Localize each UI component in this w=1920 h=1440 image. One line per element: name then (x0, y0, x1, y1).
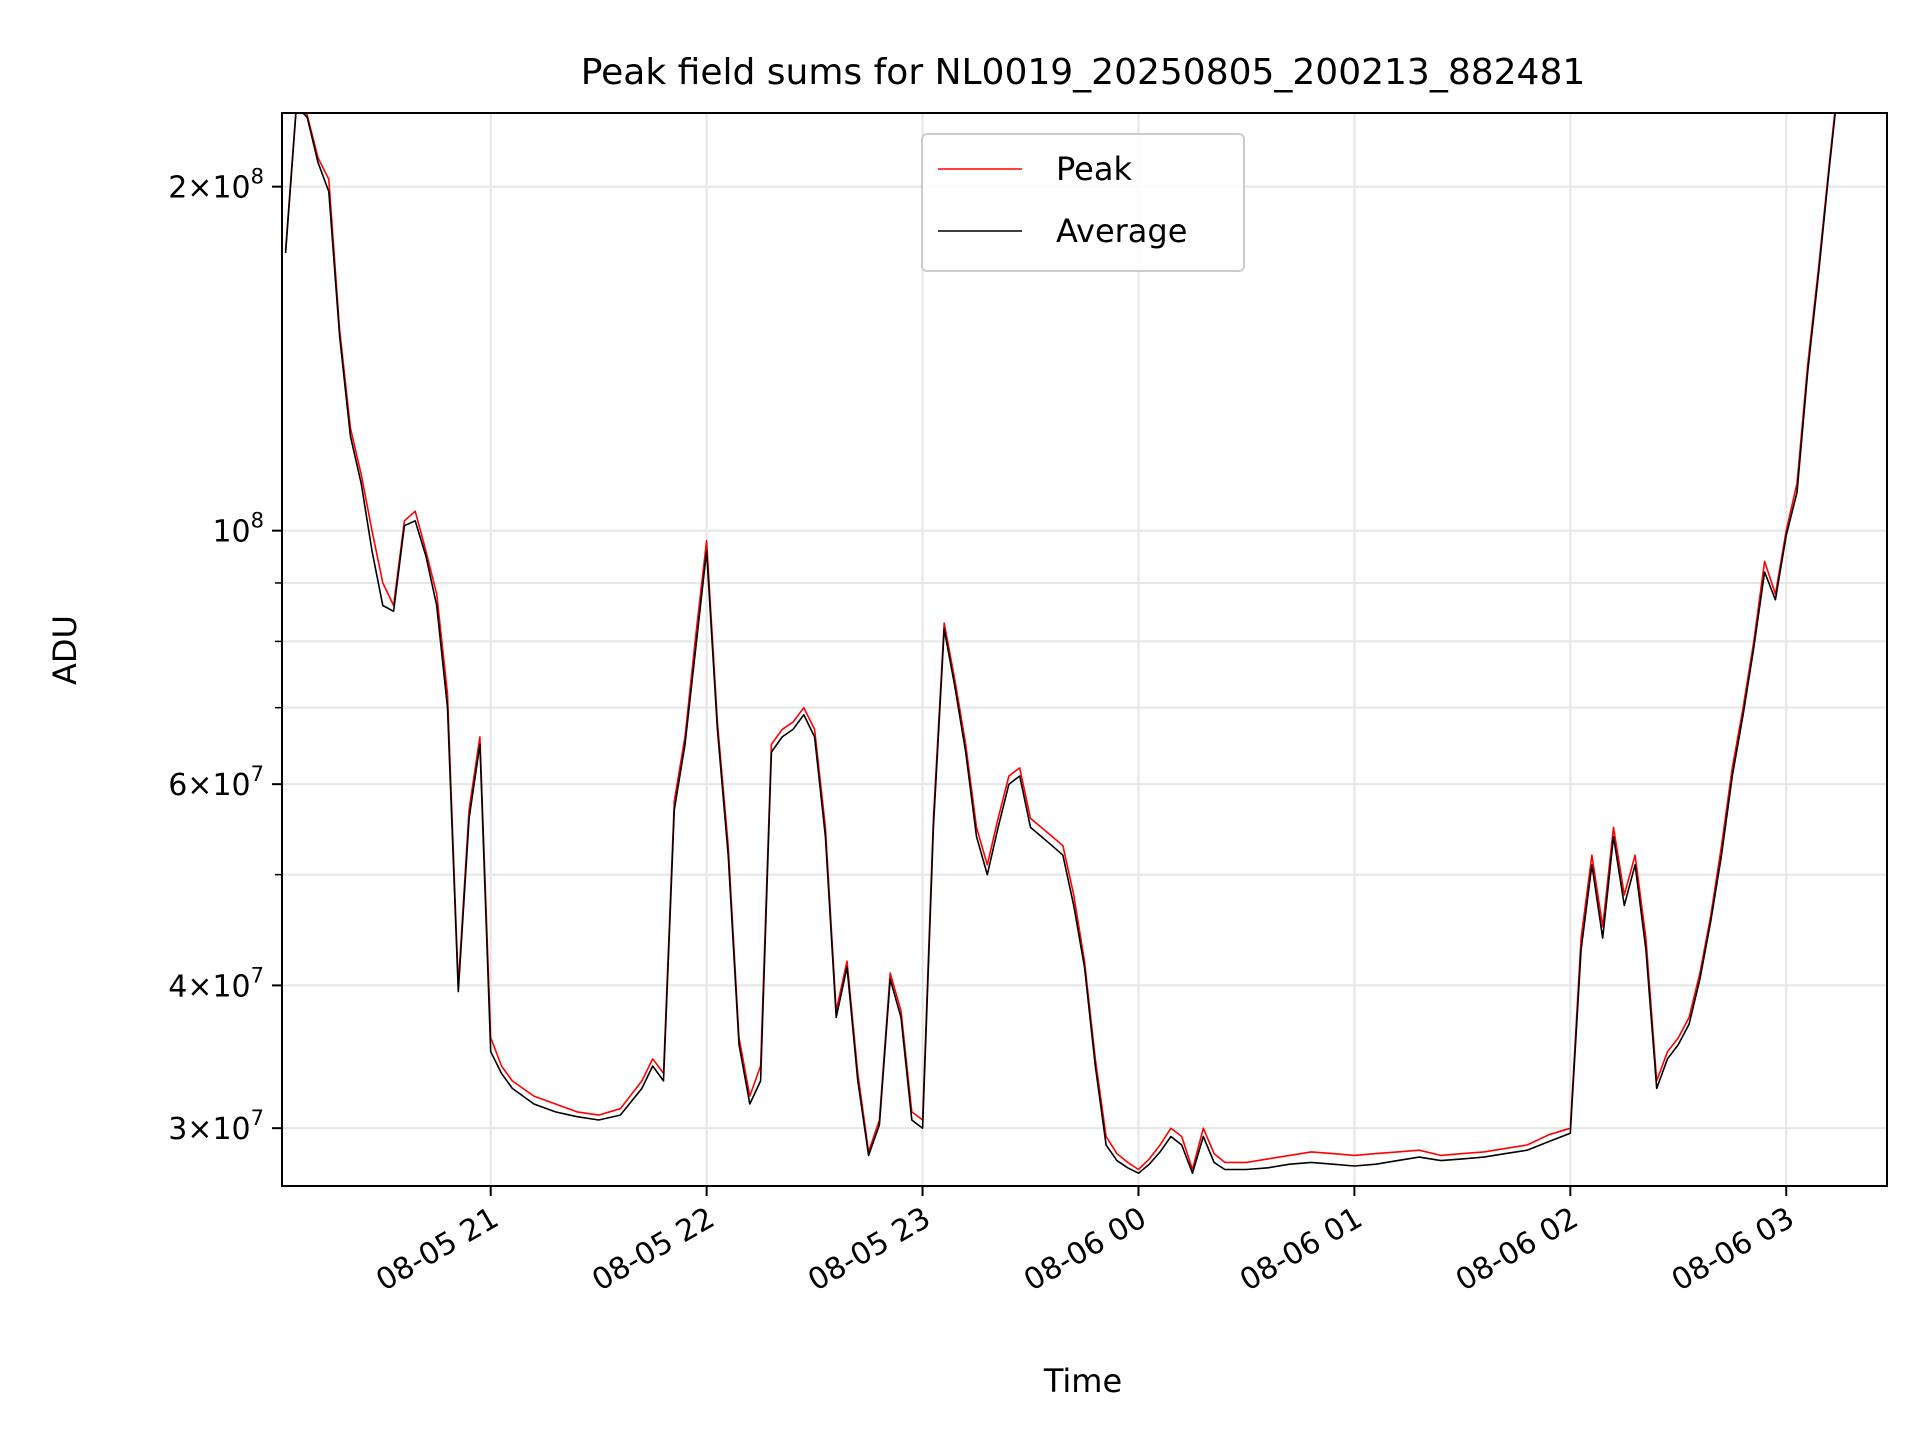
plot-area (281, 112, 1888, 1187)
x-tick-label: 08-06 03 (1666, 1201, 1800, 1299)
y-axis-label: ADU (46, 615, 84, 685)
series-line-average (284, 113, 1837, 1174)
x-axis: 08-05 21 08-05 22 08-05 23 08-06 00 08-06 01… (370, 1186, 1800, 1298)
series-group (284, 113, 1837, 1174)
y-tick-label: 108 (212, 509, 264, 550)
legend-label: Average (1056, 212, 1187, 250)
grid (282, 113, 1887, 1186)
y-tick-label: 6×107 (168, 762, 264, 803)
y-tick-label: 2×108 (168, 165, 264, 206)
series-line-peak (284, 113, 1836, 1171)
y-axis: 3×107 4×107 6×107 108 2×108 (168, 165, 282, 1147)
legend-label: Peak (1056, 150, 1132, 188)
chart-title: Peak field sums for NL0019_20250805_2002… (581, 52, 1586, 93)
x-tick-label: 08-06 00 (1018, 1201, 1152, 1299)
x-tick-label: 08-05 23 (802, 1201, 936, 1299)
x-axis-label: Time (1043, 1362, 1122, 1400)
x-tick-label: 08-05 22 (586, 1201, 720, 1299)
y-tick-label: 4×107 (168, 963, 264, 1004)
x-tick-label: 08-05 21 (370, 1201, 504, 1299)
y-tick-label: 3×107 (168, 1106, 264, 1147)
x-tick-label: 08-06 02 (1450, 1201, 1584, 1299)
legend: Peak Average (921, 133, 1245, 272)
x-tick-label: 08-06 01 (1234, 1201, 1368, 1299)
